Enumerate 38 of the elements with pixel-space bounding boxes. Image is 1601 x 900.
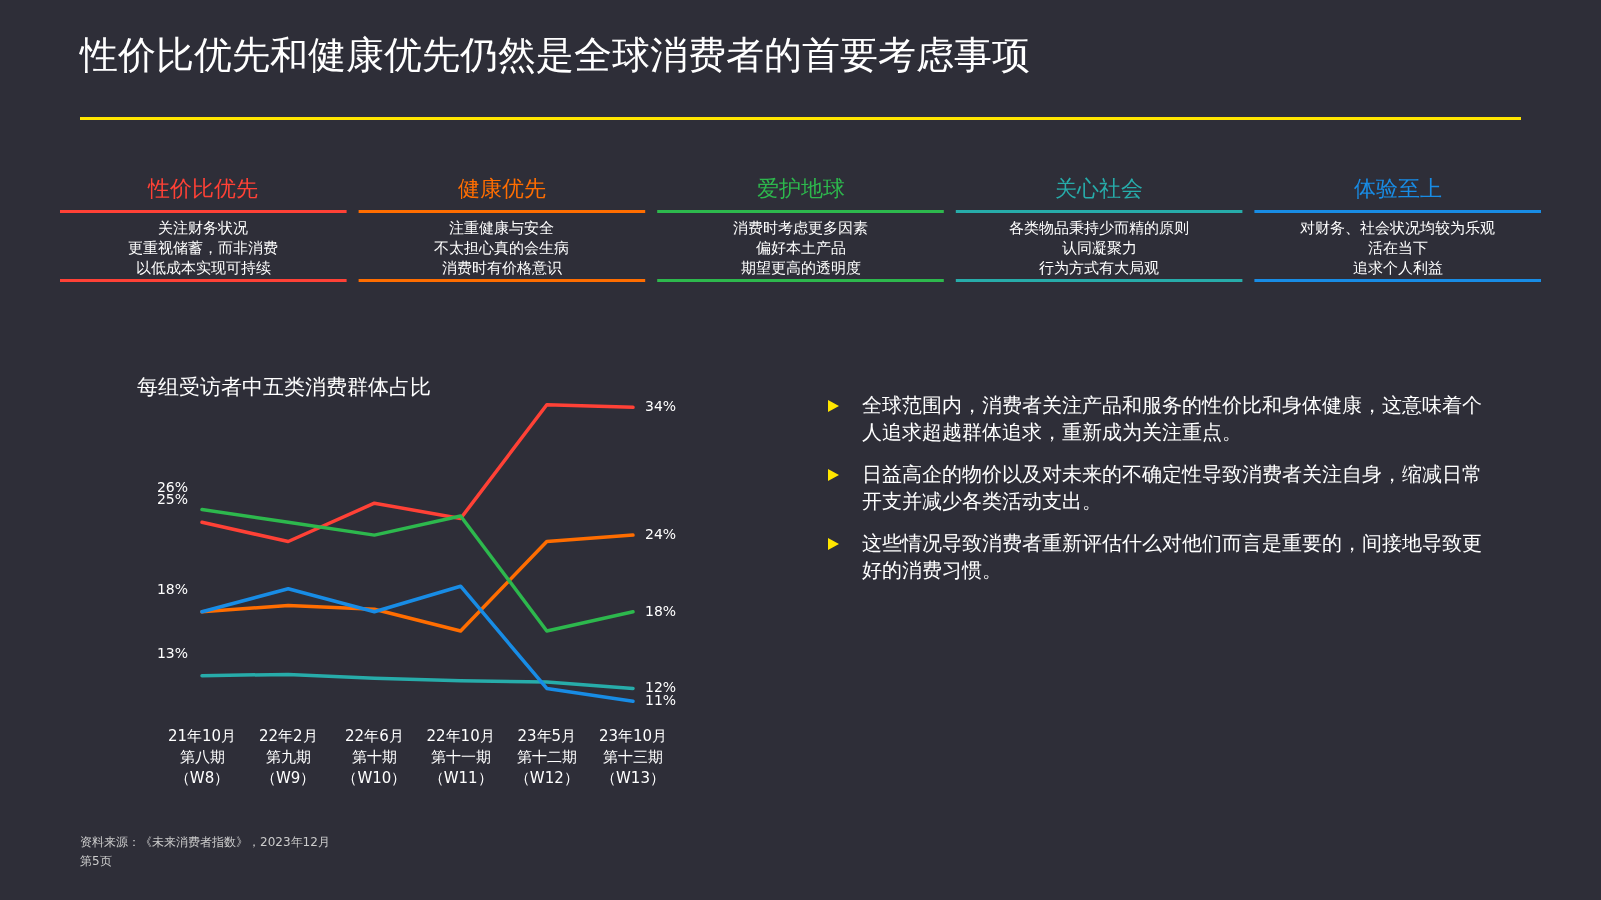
- data-label: 13%: [156, 644, 188, 661]
- text: 对财务、社会状况均较为乐观: [1300, 219, 1496, 237]
- data-label: 24%: [645, 526, 677, 543]
- chart-subtitle: 每组受访者中五类消费群体占比: [137, 375, 431, 399]
- text: 消费时有价格意识: [441, 259, 562, 277]
- text: 注重健康与安全: [449, 219, 555, 237]
- text: 活在当下: [1367, 239, 1428, 257]
- text: 行为方式有大局观: [1039, 259, 1160, 277]
- text: 以低成本实现可持续: [135, 259, 271, 277]
- data-label: 34%: [645, 398, 677, 415]
- text: 更重视储蓄，而非消费: [128, 239, 279, 257]
- text: 偏好本土产品: [755, 239, 846, 257]
- x-tick-label: 22年6月第十期（W10）: [342, 727, 407, 787]
- x-tick-label: 22年10月第十一期（W11）: [426, 727, 495, 787]
- text: 性价比优先: [147, 176, 259, 201]
- data-label: 18%: [645, 602, 677, 619]
- text: 期望更高的透明度: [740, 259, 861, 277]
- text: 认同凝聚力: [1061, 239, 1137, 257]
- x-tick-label: 23年10月第十三期（W13）: [598, 727, 668, 787]
- text: 消费时考虑更多因素: [733, 219, 868, 237]
- text: 爱护地球: [756, 176, 845, 201]
- text: 体验至上: [1353, 176, 1442, 201]
- chart-title: 性价比优先和健康优先仍然是全球消费者的首要考虑事项: [79, 33, 1030, 77]
- text: 日益高企的物价以及对未来的不确定性导致消费者关注自身，缩减日常开支并减少各类活动支出。: [862, 461, 1482, 515]
- x-tick-label: 21年10月第八期（W8）: [167, 727, 237, 787]
- x-tick-label: 22年2月第九期（W9）: [258, 727, 318, 787]
- data-label: 18%: [156, 580, 188, 597]
- text: 关心社会: [1055, 176, 1144, 201]
- text: 健康优先: [457, 176, 546, 201]
- text: 追求个人利益: [1352, 259, 1443, 277]
- text: 关注财务状况: [158, 219, 249, 237]
- text: 不太担心真的会生病: [434, 239, 570, 257]
- text: 资料来源：《未来消费者指数》，2023年12月: [80, 835, 330, 849]
- text: 各类物品秉持少而精的原则: [1009, 219, 1190, 237]
- text: 全球范围内，消费者关注产品和服务的性价比和身体健康，这意味着个人追求超越群体追求，重新成为关注重点。: [862, 392, 1482, 446]
- x-tick-label: 23年5月第十二期（W12）: [514, 727, 579, 787]
- text: 这些情况导致消费者重新评估什么对他们而言是重要的，间接地导致更好的消费习惯。: [862, 530, 1482, 584]
- text: 第5页: [80, 854, 112, 868]
